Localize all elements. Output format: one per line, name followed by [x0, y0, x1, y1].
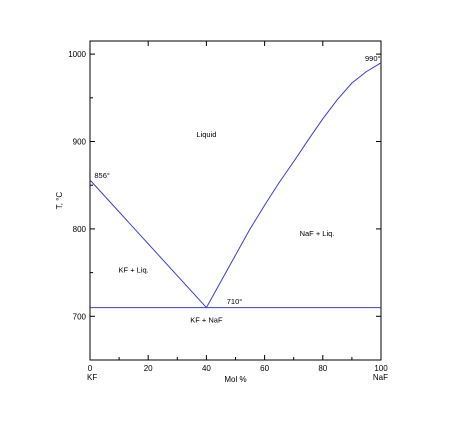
- x-tick-label: 100: [374, 364, 388, 373]
- x-end-label-kf: KF: [87, 373, 97, 382]
- annotation-label: NaF + Liq.: [300, 229, 335, 238]
- x-tick-label: 20: [144, 364, 153, 373]
- y-tick-label: 700: [73, 312, 87, 321]
- annotation-label: 856°: [94, 171, 110, 180]
- annotation-label: KF + Liq.: [119, 266, 149, 275]
- annotation-label: 710°: [227, 297, 243, 306]
- x-tick-label: 0: [88, 364, 93, 373]
- series-lines: [89, 62, 382, 309]
- x-tick-label: 60: [260, 364, 269, 373]
- y-axis-ticks: 700 800 900 1000: [68, 50, 381, 321]
- annotations: 856° 990° 710° Liquid NaF + Liq. KF + Liq. KF …: [94, 54, 380, 324]
- plot-frame: [89, 40, 382, 361]
- x-tick-label: 40: [202, 364, 211, 373]
- y-tick-label: 800: [73, 225, 87, 234]
- y-axis-label: T, °C: [55, 192, 64, 210]
- series-line-0: [89, 179, 207, 308]
- y-tick-label: 900: [73, 138, 87, 147]
- series-line-1: [205, 62, 382, 308]
- annotation-label: Liquid: [196, 130, 216, 139]
- x-axis-ticks: 0 20 40 60 80 100: [88, 41, 388, 373]
- x-tick-label: 80: [318, 364, 327, 373]
- annotation-label: 990°: [365, 54, 381, 63]
- x-end-label-naf: NaF: [373, 373, 388, 382]
- y-tick-label: 1000: [68, 50, 86, 59]
- annotation-label: KF + NaF: [190, 315, 223, 324]
- x-axis-label: Mol %: [224, 375, 246, 384]
